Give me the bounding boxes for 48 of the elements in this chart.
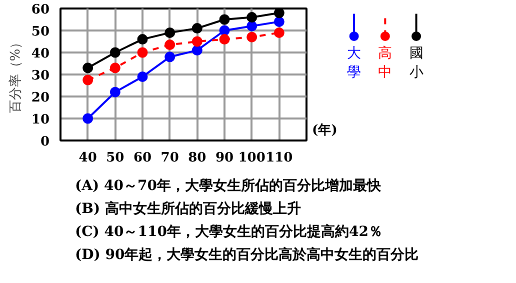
point — [110, 62, 120, 74]
point — [192, 36, 202, 47]
x-tick-label: 100 — [238, 150, 266, 166]
y-axis-title: 百分率（%） — [7, 36, 24, 114]
x-tick-label: 60 — [133, 150, 152, 166]
legend-label: 大學 — [347, 45, 362, 81]
point — [137, 34, 148, 45]
point — [192, 45, 202, 56]
point — [246, 20, 258, 32]
text: (C) 40～110年，大學女生的百分比提高約42％ — [75, 222, 384, 242]
y-tick-label: 40 — [31, 46, 50, 62]
legend-label: 國小 — [409, 45, 424, 81]
text: (A) 40～70年，大學女生所佔的百分比增加最快 — [75, 177, 382, 196]
point — [110, 47, 120, 58]
x-tick-label: 70 — [160, 150, 179, 166]
x-tick-label: 80 — [188, 150, 206, 166]
point — [164, 52, 176, 62]
y-tick-label: 20 — [31, 90, 50, 106]
x-tick-label: 110 — [266, 150, 293, 166]
point — [219, 14, 230, 25]
y-tick-label: 0 — [40, 134, 50, 150]
y-tick-label: 30 — [31, 68, 50, 84]
x-axis-title: (年) — [312, 123, 338, 138]
point — [274, 8, 284, 18]
point — [274, 16, 284, 27]
x-tick-label: 40 — [78, 150, 97, 166]
y-tick-label: 10 — [31, 112, 50, 128]
point — [192, 23, 202, 34]
point — [137, 47, 148, 58]
point — [246, 12, 258, 23]
y-tick-label: 60 — [31, 2, 50, 18]
point — [164, 27, 176, 38]
point — [82, 113, 94, 124]
text: (D) 90年起，大學女生的百分比高於高中女生的百分比 — [75, 246, 419, 265]
point — [164, 40, 176, 50]
point — [219, 25, 230, 36]
point — [137, 71, 148, 82]
point — [274, 27, 284, 38]
y-tick-label: 50 — [31, 24, 50, 40]
x-tick-label: 90 — [215, 150, 234, 166]
point — [110, 86, 120, 98]
point — [219, 34, 230, 45]
text: (B) 高中女生所佔的百分比緩慢上升 — [75, 200, 302, 219]
point — [82, 74, 94, 86]
point — [82, 62, 94, 74]
x-tick-label: 50 — [106, 150, 124, 166]
legend-label: 高中 — [378, 45, 392, 81]
point — [246, 32, 258, 42]
